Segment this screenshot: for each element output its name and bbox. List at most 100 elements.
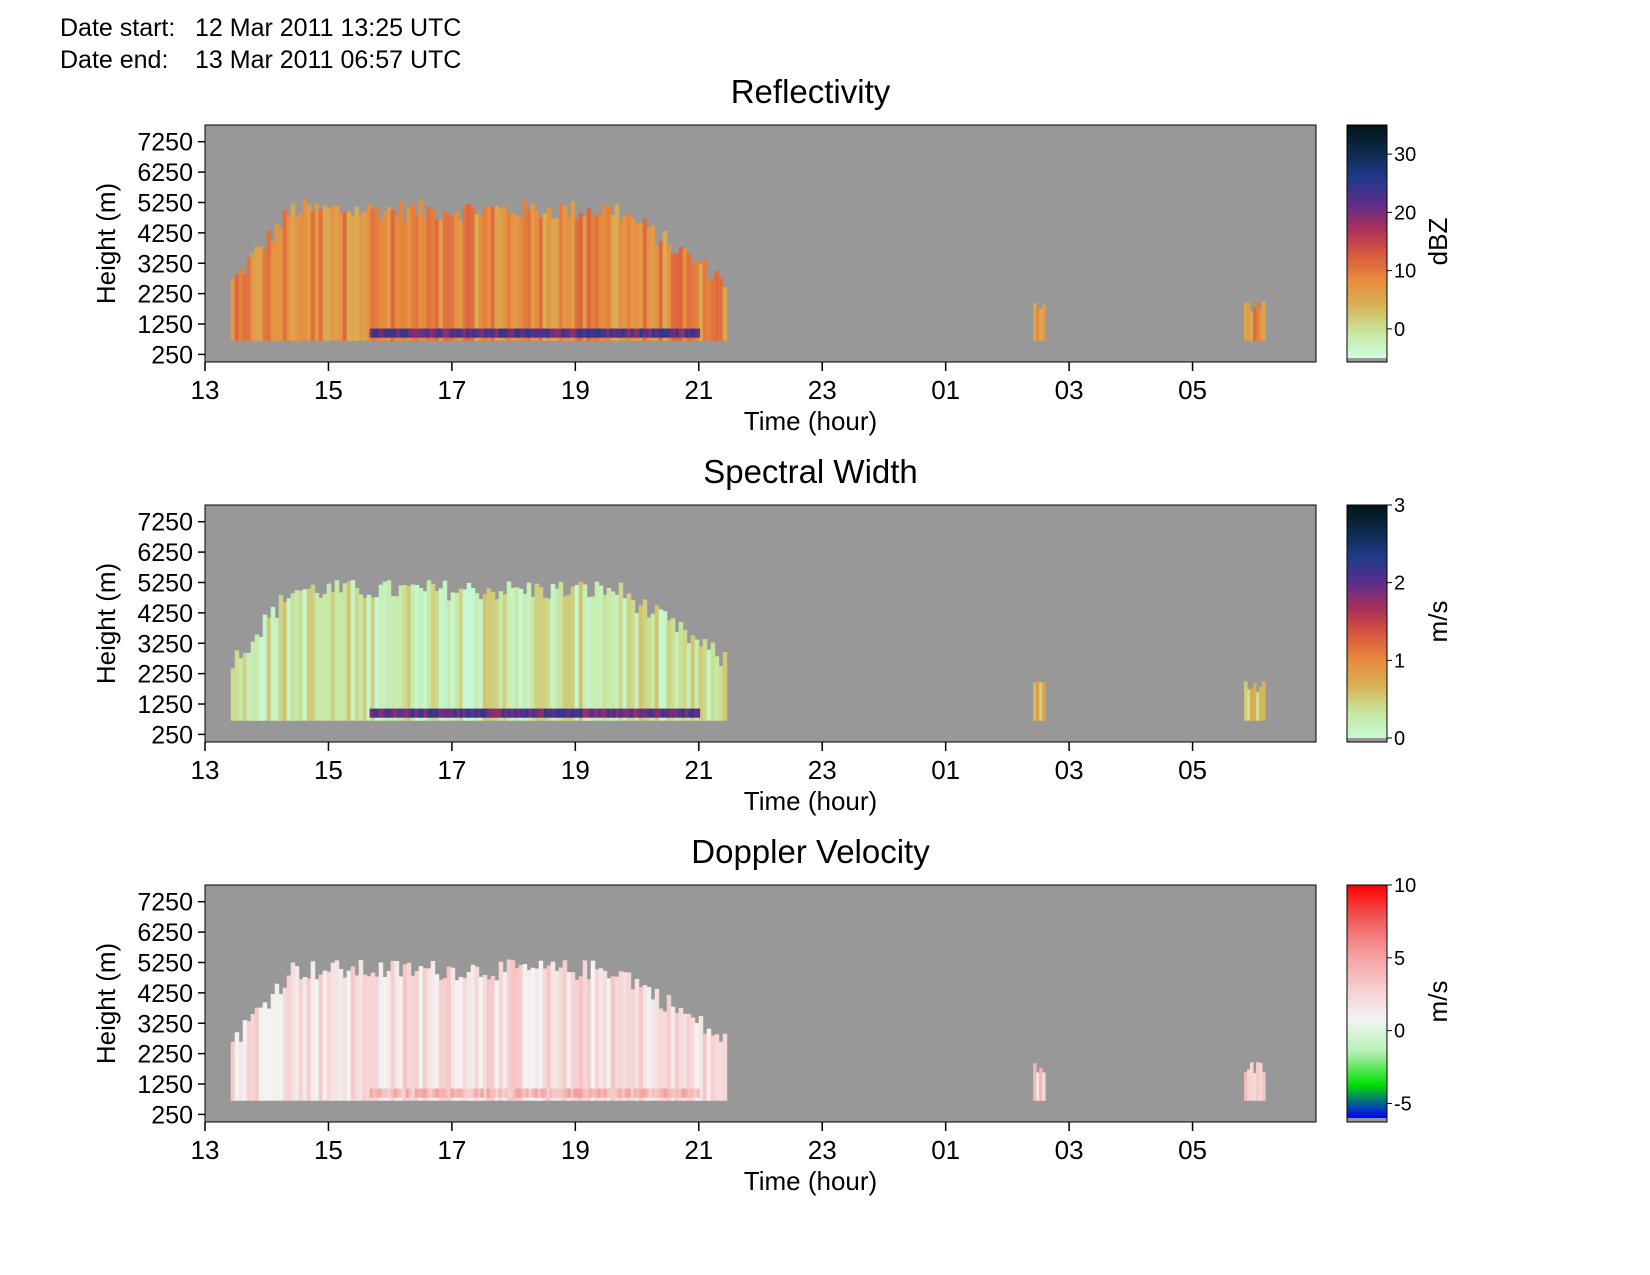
- echo-cell: [456, 1088, 461, 1098]
- echo-cell: [441, 1088, 446, 1098]
- x-tick-label: 05: [1178, 1135, 1207, 1165]
- echo-cell: [654, 605, 660, 721]
- echo-cell: [396, 328, 401, 338]
- echo-cell: [513, 1088, 518, 1098]
- colorbar-step: [1347, 528, 1387, 532]
- echo-cell: [606, 328, 611, 338]
- echo-cell: [342, 977, 348, 1101]
- echo-cell: [663, 1088, 668, 1098]
- echo-cell: [450, 967, 456, 1101]
- echo-cell: [358, 214, 364, 341]
- echo-cell: [585, 328, 590, 338]
- echo-cell: [338, 969, 344, 1101]
- echo-cell: [381, 1088, 386, 1098]
- echo-cell: [394, 596, 400, 721]
- echo-cell: [302, 589, 308, 721]
- echo-cell: [516, 328, 521, 338]
- echo-cell: [230, 278, 236, 341]
- echo-cell: [444, 1088, 449, 1098]
- echo-cell: [561, 328, 566, 338]
- echo-cell: [514, 215, 520, 341]
- echo-cell: [561, 1088, 566, 1098]
- y-tick-label: 6250: [137, 159, 193, 187]
- echo-cell: [579, 1088, 584, 1098]
- echo-cell: [466, 582, 472, 721]
- colorbar-step: [1347, 981, 1387, 985]
- colorbar-step: [1347, 328, 1387, 333]
- echo-cell: [386, 206, 392, 341]
- echo-cell: [402, 1088, 407, 1098]
- echo-cell: [588, 708, 593, 718]
- colorbar-step: [1347, 1065, 1387, 1070]
- echo-cell: [492, 1088, 497, 1098]
- colorbar-step: [1347, 537, 1387, 541]
- echo-cell: [552, 1088, 557, 1098]
- echo-cell: [390, 708, 395, 718]
- colorbar-step: [1347, 1024, 1387, 1029]
- colorbar-label: dBZ: [1423, 218, 1453, 266]
- echo-cell: [456, 328, 461, 338]
- echo-cell: [578, 581, 584, 721]
- echo-cell: [1042, 304, 1046, 341]
- colorbar-step: [1347, 601, 1387, 605]
- echo-cell: [462, 589, 468, 721]
- echo-cell: [570, 1088, 575, 1098]
- y-tick-label: 6250: [137, 539, 193, 567]
- echo-cell: [474, 966, 480, 1101]
- echo-cell: [480, 708, 485, 718]
- echo-cell: [546, 598, 552, 721]
- echo-cell: [675, 328, 680, 338]
- echo-cell: [441, 328, 446, 338]
- echo-cell: [494, 599, 500, 721]
- echo-cell: [258, 637, 264, 721]
- echo-cell: [483, 708, 488, 718]
- colorbar-step: [1347, 717, 1387, 722]
- echo-cell: [621, 1088, 626, 1098]
- echo-cell: [270, 241, 276, 341]
- echo-cell: [522, 1088, 527, 1098]
- y-tick-label: 3250: [137, 1010, 193, 1038]
- echo-cell: [540, 708, 545, 718]
- echo-cell: [370, 972, 376, 1101]
- echo-cell: [519, 1088, 524, 1098]
- echo-cell: [518, 218, 524, 341]
- echo-cell: [555, 708, 560, 718]
- echo-cell: [429, 1088, 434, 1098]
- echo-cell: [555, 1088, 560, 1098]
- colorbar-step: [1347, 963, 1387, 968]
- echo-cell: [426, 206, 432, 341]
- colorbar-step: [1347, 279, 1387, 283]
- x-tick-label: 15: [314, 755, 343, 785]
- colorbar-step: [1347, 951, 1387, 956]
- y-tick-label: 1250: [137, 691, 193, 719]
- colorbar-step: [1347, 522, 1387, 526]
- echo-cell: [468, 1088, 473, 1098]
- echo-cell: [550, 961, 556, 1101]
- colorbar-step: [1347, 914, 1387, 918]
- echo-cell: [594, 214, 600, 341]
- colorbar-step: [1347, 566, 1387, 570]
- echo-cell: [238, 658, 244, 721]
- echo-cell: [434, 974, 440, 1101]
- colorbar-step: [1347, 203, 1387, 208]
- colorbar-step: [1347, 911, 1387, 915]
- echo-cell: [282, 987, 288, 1101]
- colorbar-step: [1347, 1001, 1387, 1006]
- echo-cell: [366, 594, 372, 721]
- echo-cell: [430, 961, 436, 1101]
- echo-cell: [444, 328, 449, 338]
- colorbar-step: [1347, 253, 1387, 257]
- echo-cell: [694, 260, 700, 341]
- echo-cell: [666, 620, 672, 721]
- colorbar-step: [1347, 226, 1387, 231]
- echo-cell: [567, 328, 572, 338]
- echo-cell: [630, 599, 636, 721]
- echo-cell: [722, 1033, 728, 1101]
- echo-cell: [666, 994, 672, 1101]
- colorbar: 3 2 1 0 m/s: [1346, 495, 1453, 750]
- echo-cell: [1247, 302, 1251, 341]
- echo-cell: [638, 223, 644, 341]
- echo-cell: [586, 597, 592, 721]
- echo-cell: [1244, 302, 1248, 341]
- echo-cell: [394, 961, 400, 1101]
